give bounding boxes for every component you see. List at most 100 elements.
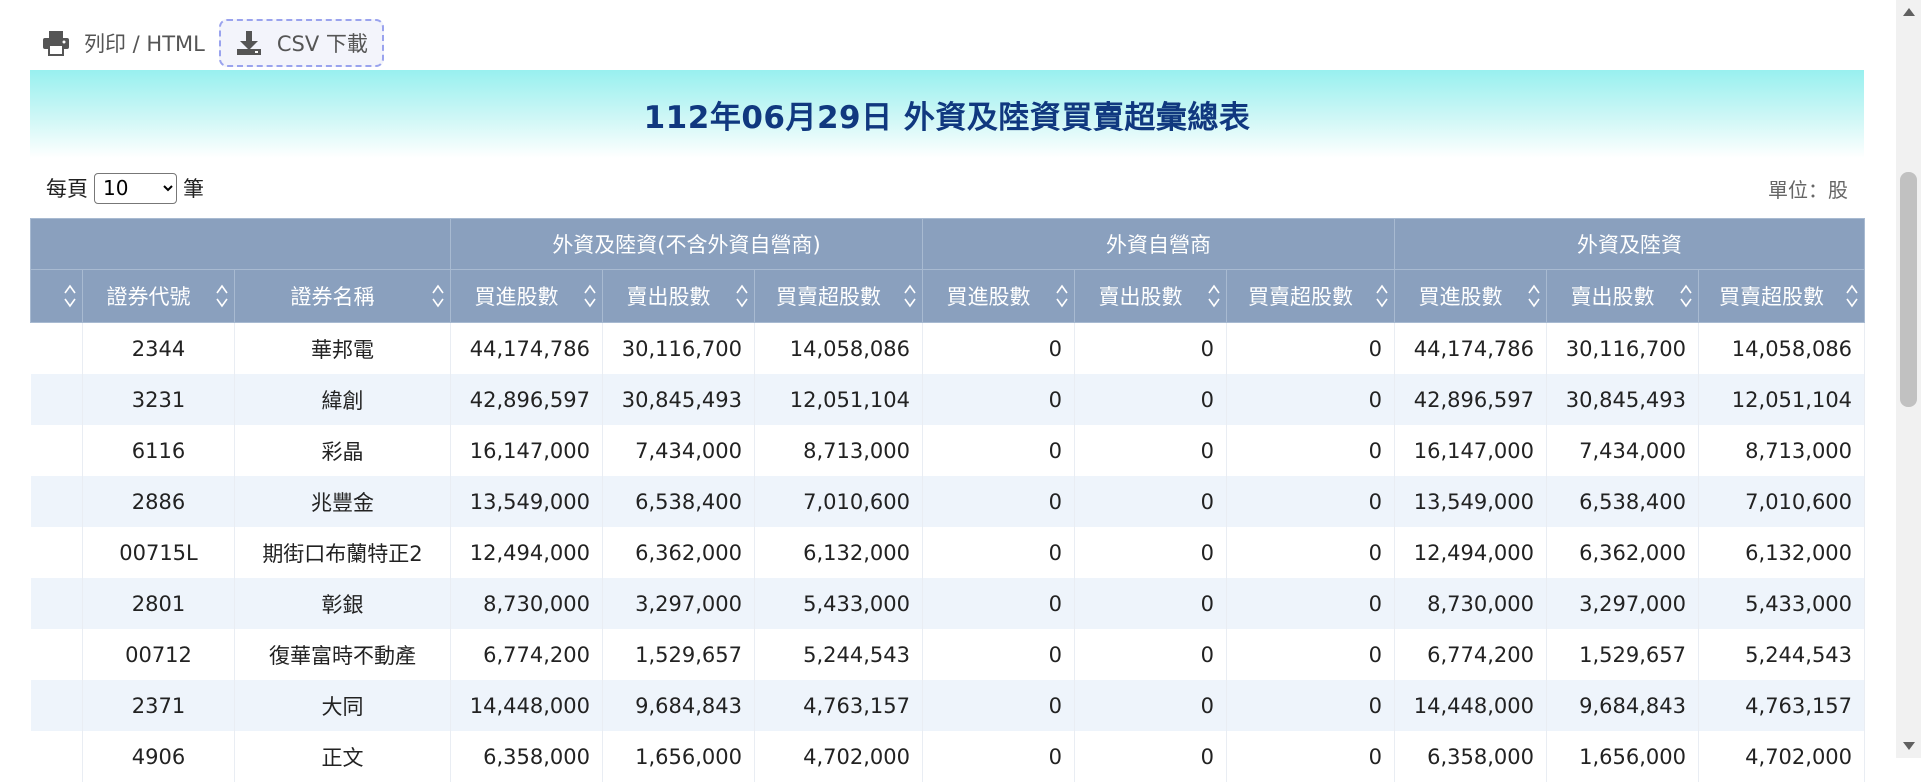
value-cell: 42,896,597 bbox=[1395, 374, 1547, 425]
value-cell: 0 bbox=[1227, 578, 1395, 629]
value-cell: 7,434,000 bbox=[1547, 425, 1699, 476]
value-cell: 0 bbox=[1075, 629, 1227, 680]
value-cell: 0 bbox=[1075, 578, 1227, 629]
column-header-row: 證券代號證券名稱買進股數賣出股數買賣超股數買進股數賣出股數買賣超股數買進股數賣出… bbox=[31, 270, 1865, 323]
column-header-label: 賣出股數 bbox=[603, 281, 754, 311]
security-code-cell: 2886 bbox=[83, 476, 235, 527]
value-cell: 1,656,000 bbox=[1547, 731, 1699, 782]
value-cell: 7,434,000 bbox=[603, 425, 755, 476]
security-code-cell: 00715L bbox=[83, 527, 235, 578]
sort-icon bbox=[904, 283, 916, 309]
per-page-select[interactable]: 10 bbox=[94, 173, 177, 204]
value-cell: 3,297,000 bbox=[603, 578, 755, 629]
sort-icon bbox=[432, 283, 444, 309]
report-title: 112年06月29日 外資及陸資買賣超彙總表 bbox=[644, 92, 1251, 137]
print-html-link[interactable]: 列印 / HTML bbox=[30, 21, 219, 65]
value-cell: 0 bbox=[1227, 476, 1395, 527]
security-code-cell: 6116 bbox=[83, 425, 235, 476]
column-header[interactable]: 證券名稱 bbox=[235, 270, 451, 323]
column-header-label: 買進股數 bbox=[923, 281, 1074, 311]
value-cell: 8,730,000 bbox=[1395, 578, 1547, 629]
value-cell: 0 bbox=[1075, 476, 1227, 527]
security-name-cell: 緯創 bbox=[235, 374, 451, 425]
value-cell: 9,684,843 bbox=[1547, 680, 1699, 731]
value-cell: 6,358,000 bbox=[451, 731, 603, 782]
column-header[interactable]: 買進股數 bbox=[923, 270, 1075, 323]
column-header[interactable]: 賣出股數 bbox=[603, 270, 755, 323]
column-header[interactable] bbox=[31, 270, 83, 323]
value-cell: 7,010,600 bbox=[755, 476, 923, 527]
security-code-cell: 2344 bbox=[83, 323, 235, 375]
table-cell-blank bbox=[31, 680, 83, 731]
column-header[interactable]: 買進股數 bbox=[451, 270, 603, 323]
value-cell: 12,051,104 bbox=[755, 374, 923, 425]
value-cell: 6,538,400 bbox=[603, 476, 755, 527]
column-header[interactable]: 賣出股數 bbox=[1075, 270, 1227, 323]
table-cell-blank bbox=[31, 374, 83, 425]
column-header[interactable]: 買進股數 bbox=[1395, 270, 1547, 323]
value-cell: 0 bbox=[1075, 374, 1227, 425]
column-header-label: 證券名稱 bbox=[235, 281, 450, 311]
value-cell: 0 bbox=[923, 731, 1075, 782]
value-cell: 6,362,000 bbox=[603, 527, 755, 578]
scroll-up-arrow-icon[interactable] bbox=[1903, 8, 1915, 16]
value-cell: 13,549,000 bbox=[1395, 476, 1547, 527]
value-cell: 30,845,493 bbox=[603, 374, 755, 425]
value-cell: 1,529,657 bbox=[603, 629, 755, 680]
column-header[interactable]: 買賣超股數 bbox=[755, 270, 923, 323]
value-cell: 1,529,657 bbox=[1547, 629, 1699, 680]
unit-label: 單位：股 bbox=[1768, 174, 1848, 203]
value-cell: 0 bbox=[1227, 731, 1395, 782]
sort-icon bbox=[1208, 283, 1220, 309]
group-header-row: 外資及陸資(不含外資自營商) 外資自營商 外資及陸資 bbox=[31, 219, 1865, 270]
value-cell: 8,713,000 bbox=[1699, 425, 1865, 476]
value-cell: 14,448,000 bbox=[1395, 680, 1547, 731]
value-cell: 8,730,000 bbox=[451, 578, 603, 629]
sort-icon bbox=[584, 283, 596, 309]
value-cell: 0 bbox=[923, 680, 1075, 731]
value-cell: 0 bbox=[923, 476, 1075, 527]
per-page-prefix: 每頁 bbox=[46, 173, 88, 203]
security-code-cell: 3231 bbox=[83, 374, 235, 425]
table-cell-blank bbox=[31, 476, 83, 527]
table-cell-blank bbox=[31, 527, 83, 578]
column-header-label: 買賣超股數 bbox=[755, 281, 922, 311]
scroll-down-arrow-icon[interactable] bbox=[1903, 742, 1915, 750]
value-cell: 0 bbox=[1075, 680, 1227, 731]
security-code-cell: 4906 bbox=[83, 731, 235, 782]
sort-icon bbox=[1846, 283, 1858, 309]
column-header[interactable]: 買賣超股數 bbox=[1227, 270, 1395, 323]
value-cell: 0 bbox=[1227, 425, 1395, 476]
security-name-cell: 兆豐金 bbox=[235, 476, 451, 527]
security-name-cell: 彰銀 bbox=[235, 578, 451, 629]
print-label: 列印 / HTML bbox=[84, 28, 205, 58]
value-cell: 12,494,000 bbox=[451, 527, 603, 578]
value-cell: 12,051,104 bbox=[1699, 374, 1865, 425]
csv-label: CSV 下載 bbox=[277, 28, 368, 58]
scroll-thumb[interactable] bbox=[1900, 172, 1917, 407]
csv-download-button[interactable]: CSV 下載 bbox=[219, 19, 384, 67]
value-cell: 13,549,000 bbox=[451, 476, 603, 527]
column-header[interactable]: 賣出股數 bbox=[1547, 270, 1699, 323]
column-header[interactable]: 證券代號 bbox=[83, 270, 235, 323]
column-header[interactable]: 買賣超股數 bbox=[1699, 270, 1865, 323]
sort-icon bbox=[216, 283, 228, 309]
vertical-scrollbar[interactable] bbox=[1896, 0, 1921, 758]
value-cell: 6,774,200 bbox=[1395, 629, 1547, 680]
sort-icon bbox=[1680, 283, 1692, 309]
value-cell: 0 bbox=[1227, 323, 1395, 375]
meta-row: 每頁 10 筆 單位：股 bbox=[30, 158, 1864, 218]
value-cell: 7,010,600 bbox=[1699, 476, 1865, 527]
value-cell: 44,174,786 bbox=[1395, 323, 1547, 375]
value-cell: 0 bbox=[923, 323, 1075, 375]
column-header-label: 買進股數 bbox=[451, 281, 602, 311]
printer-icon bbox=[42, 30, 70, 56]
value-cell: 6,538,400 bbox=[1547, 476, 1699, 527]
table-cell-blank bbox=[31, 425, 83, 476]
value-cell: 14,448,000 bbox=[451, 680, 603, 731]
table-cell-blank bbox=[31, 731, 83, 782]
value-cell: 0 bbox=[1075, 527, 1227, 578]
